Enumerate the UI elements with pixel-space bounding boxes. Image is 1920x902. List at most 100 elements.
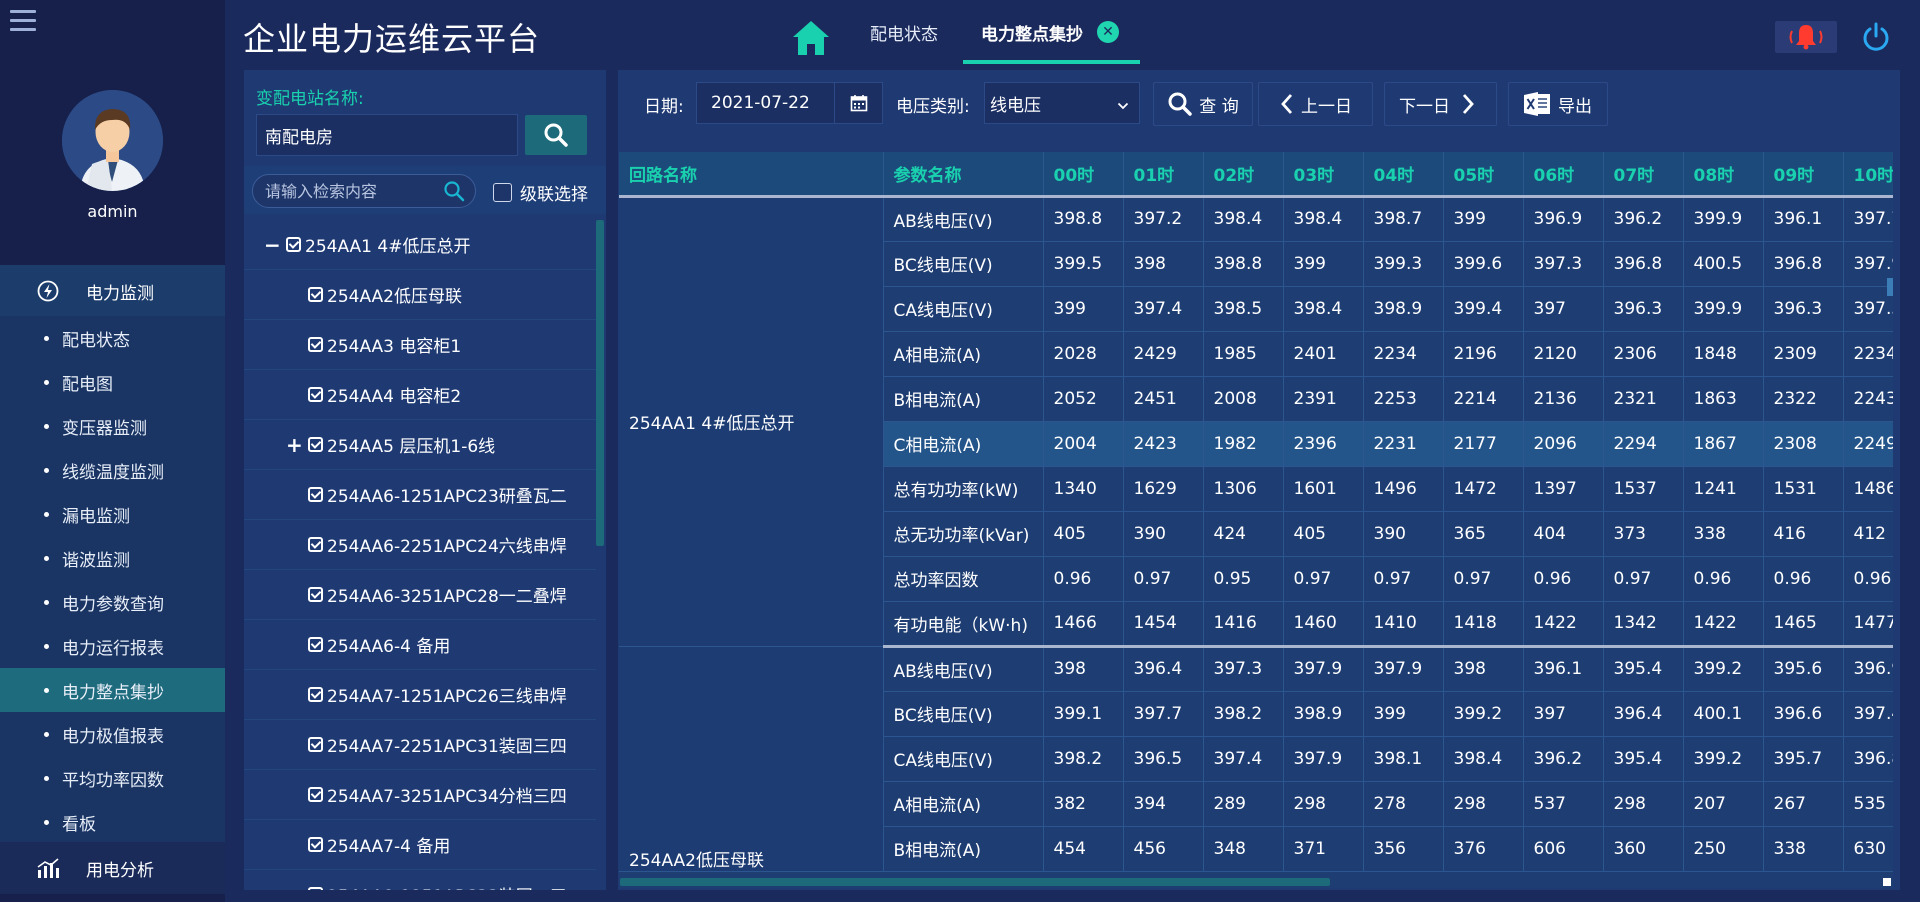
table-row[interactable]: CA线电压(V) 399 397.4 398.5 398.4 398.9 399.4 397 3…	[619, 286, 1893, 332]
tree-item[interactable]: 254AA6-2251APC24六线串焊	[244, 520, 596, 570]
checkbox-icon[interactable]	[308, 337, 323, 352]
sidebar-item[interactable]: 配电图	[0, 360, 225, 404]
table-row[interactable]: 总无功功率(kVar) 405 390 424 405 390 365 404 373 338 41…	[619, 511, 1893, 557]
param-name-cell: AB线电压(V)	[883, 196, 1044, 242]
table-row[interactable]: B相电流(A) 2052 2451 2008 2391 2253 2214 2136 2321 1…	[619, 376, 1893, 422]
table-row[interactable]: 有功电能（kW·h) 1466 1454 1416 1460 1410 1418 1422 13…	[619, 601, 1893, 648]
value-cell: 454	[1043, 826, 1124, 872]
tree-item[interactable]: 254AA3 电容柜1	[244, 320, 596, 370]
table-row[interactable]: CA线电压(V) 398.2 396.5 397.4 397.9 398.1 398.4 39…	[619, 736, 1893, 782]
export-button[interactable]: 导出	[1508, 82, 1608, 126]
tree-item[interactable]: 254AA7-2251APC31装固三四	[244, 720, 596, 770]
sidebar-item[interactable]: 看板	[0, 800, 225, 844]
checkbox-icon[interactable]	[308, 287, 323, 302]
menu-toggle-icon[interactable]	[10, 10, 36, 34]
tree-item[interactable]: 254AA7-1251APC26三线串焊	[244, 670, 596, 720]
checkbox-icon[interactable]	[308, 887, 323, 890]
tree-item[interactable]: 254AA8-1251APC33装固一三	[244, 870, 596, 890]
column-header: 02时	[1203, 152, 1284, 198]
checkbox-icon	[493, 183, 512, 202]
checkbox-icon[interactable]	[308, 387, 323, 402]
table-row[interactable]: 254AA1 4#低压总开 AB线电压(V) 398.8 397.2 398.4 398.…	[619, 196, 1893, 647]
sidebar-item[interactable]: 变压器监测	[0, 404, 225, 448]
table-row[interactable]: C相电流(A) 2004 2423 1982 2396 2231 2177 2096 2294 1…	[619, 421, 1893, 467]
table-row[interactable]: 总有功功率(kW) 1340 1629 1306 1601 1496 1472 1397 153…	[619, 466, 1893, 512]
sidebar-item[interactable]: 电力运行报表	[0, 624, 225, 668]
checkbox-icon[interactable]	[308, 487, 323, 502]
table-vertical-scrollbar[interactable]	[1887, 278, 1893, 296]
sidebar-item[interactable]: 线缆温度监测	[0, 448, 225, 492]
checkbox-icon[interactable]	[308, 637, 323, 652]
value-cell: 373	[1603, 511, 1684, 557]
checkbox-icon[interactable]	[308, 587, 323, 602]
expand-icon[interactable]: +	[286, 432, 303, 457]
station-input[interactable]	[256, 114, 518, 156]
voltage-type-select[interactable]: 线电压	[984, 82, 1140, 124]
tree-search-input[interactable]	[252, 174, 476, 208]
tree-item[interactable]: 254AA6-3251APC28一二叠焊	[244, 570, 596, 620]
search-icon	[1168, 92, 1193, 116]
checkbox-icon[interactable]	[308, 787, 323, 802]
date-value[interactable]: 2021-07-22	[711, 93, 810, 113]
cascade-checkbox[interactable]: 级联选择	[493, 180, 588, 205]
sidebar: admin 电力监测 配电状态 配电图 变压器监测 线缆温度监测 漏电监测 谐波监测 电力参…	[0, 0, 225, 902]
calendar-icon[interactable]	[834, 83, 882, 123]
sidebar-item[interactable]: 谐波监测	[0, 536, 225, 580]
collapse-icon[interactable]: −	[264, 232, 281, 257]
checkbox-icon[interactable]	[308, 737, 323, 752]
value-cell: 2196	[1443, 331, 1524, 377]
search-icon[interactable]	[442, 179, 466, 203]
tree-item-label: 254AA6-3251APC28一二叠焊	[327, 587, 567, 607]
value-cell: 397.9	[1843, 241, 1893, 287]
tree-item[interactable]: 254AA7-3251APC34分档三四	[244, 770, 596, 820]
prev-day-button[interactable]: 上一日	[1258, 82, 1373, 126]
value-cell: 396.1	[1763, 196, 1844, 242]
next-day-button[interactable]: 下一日	[1384, 82, 1497, 126]
avatar	[62, 90, 163, 191]
table-horizontal-scrollbar[interactable]	[620, 878, 1330, 886]
table-row[interactable]: BC线电压(V) 399.1 397.7 398.2 398.9 399 399.2 397 3…	[619, 691, 1893, 737]
param-name-cell: 总无功功率(kVar)	[883, 511, 1044, 557]
tab-hourly-reading[interactable]: 电力整点集抄 ✕	[963, 0, 1140, 64]
checkbox-icon[interactable]	[308, 537, 323, 552]
table-row[interactable]: A相电流(A) 2028 2429 1985 2401 2234 2196 2120 2306 1…	[619, 331, 1893, 377]
nav-group-usage-analysis[interactable]: 用电分析	[0, 842, 225, 894]
table-row[interactable]: A相电流(A) 382 394 289 298 278 298 537 298 207 267 535	[619, 781, 1893, 827]
tree-item[interactable]: 254AA6-4 备用	[244, 620, 596, 670]
power-icon[interactable]	[1860, 21, 1892, 53]
home-icon[interactable]	[791, 18, 831, 58]
checkbox-icon[interactable]	[308, 687, 323, 702]
sidebar-item[interactable]: 电力参数查询	[0, 580, 225, 624]
tree-item[interactable]: 254AA6-1251APC23研叠瓦二	[244, 470, 596, 520]
tree-item[interactable]: +254AA5 层压机1-6线	[244, 420, 596, 470]
value-cell: 399.4	[1443, 286, 1524, 332]
sidebar-item[interactable]: 电力整点集抄	[0, 668, 225, 712]
tree-item[interactable]: 254AA7-4 备用	[244, 820, 596, 870]
date-picker[interactable]: 2021-07-22	[696, 82, 883, 124]
query-button[interactable]: 查 询	[1153, 82, 1253, 126]
station-search-button[interactable]	[525, 115, 587, 155]
sidebar-item[interactable]: 电力极值报表	[0, 712, 225, 756]
table-row[interactable]: 254AA2低压母联 AB线电压(V) 398 396.4 397.3 397.9 397.…	[619, 646, 1893, 872]
checkbox-icon[interactable]	[308, 437, 323, 452]
close-icon[interactable]: ✕	[1097, 21, 1119, 43]
nav-group-power-monitoring[interactable]: 电力监测	[0, 265, 225, 317]
table-row[interactable]: B相电流(A) 454 456 348 371 356 376 606 360 250 338 630	[619, 826, 1893, 872]
alarm-bell-icon[interactable]	[1775, 21, 1837, 53]
param-name-cell: 有功电能（kW·h)	[883, 601, 1044, 648]
checkbox-icon[interactable]	[308, 837, 323, 852]
sidebar-item[interactable]: 漏电监测	[0, 492, 225, 536]
sidebar-item[interactable]: 配电状态	[0, 316, 225, 360]
value-cell: 278	[1363, 781, 1444, 827]
tree-item[interactable]: − 254AA1 4#低压总开	[244, 220, 596, 270]
checkbox-icon[interactable]	[286, 237, 301, 252]
value-cell: 2451	[1123, 376, 1204, 422]
tree-item[interactable]: 254AA2低压母联	[244, 270, 596, 320]
tab-distribution-status[interactable]: 配电状态	[870, 0, 938, 64]
table-row[interactable]: 总功率因数 0.96 0.97 0.95 0.97 0.97 0.97 0.96 0.97 0.9…	[619, 556, 1893, 602]
table-row[interactable]: BC线电压(V) 399.5 398 398.8 399 399.3 399.6 397.3 3…	[619, 241, 1893, 287]
tree-item[interactable]: 254AA4 电容柜2	[244, 370, 596, 420]
sidebar-item[interactable]: 平均功率因数	[0, 756, 225, 800]
tree-scrollbar[interactable]	[596, 220, 604, 546]
data-table: 回路名称 参数名称 00时 01时 02时 03时 04时 05时 06时 07时 08时 09时 10…	[619, 152, 1893, 888]
